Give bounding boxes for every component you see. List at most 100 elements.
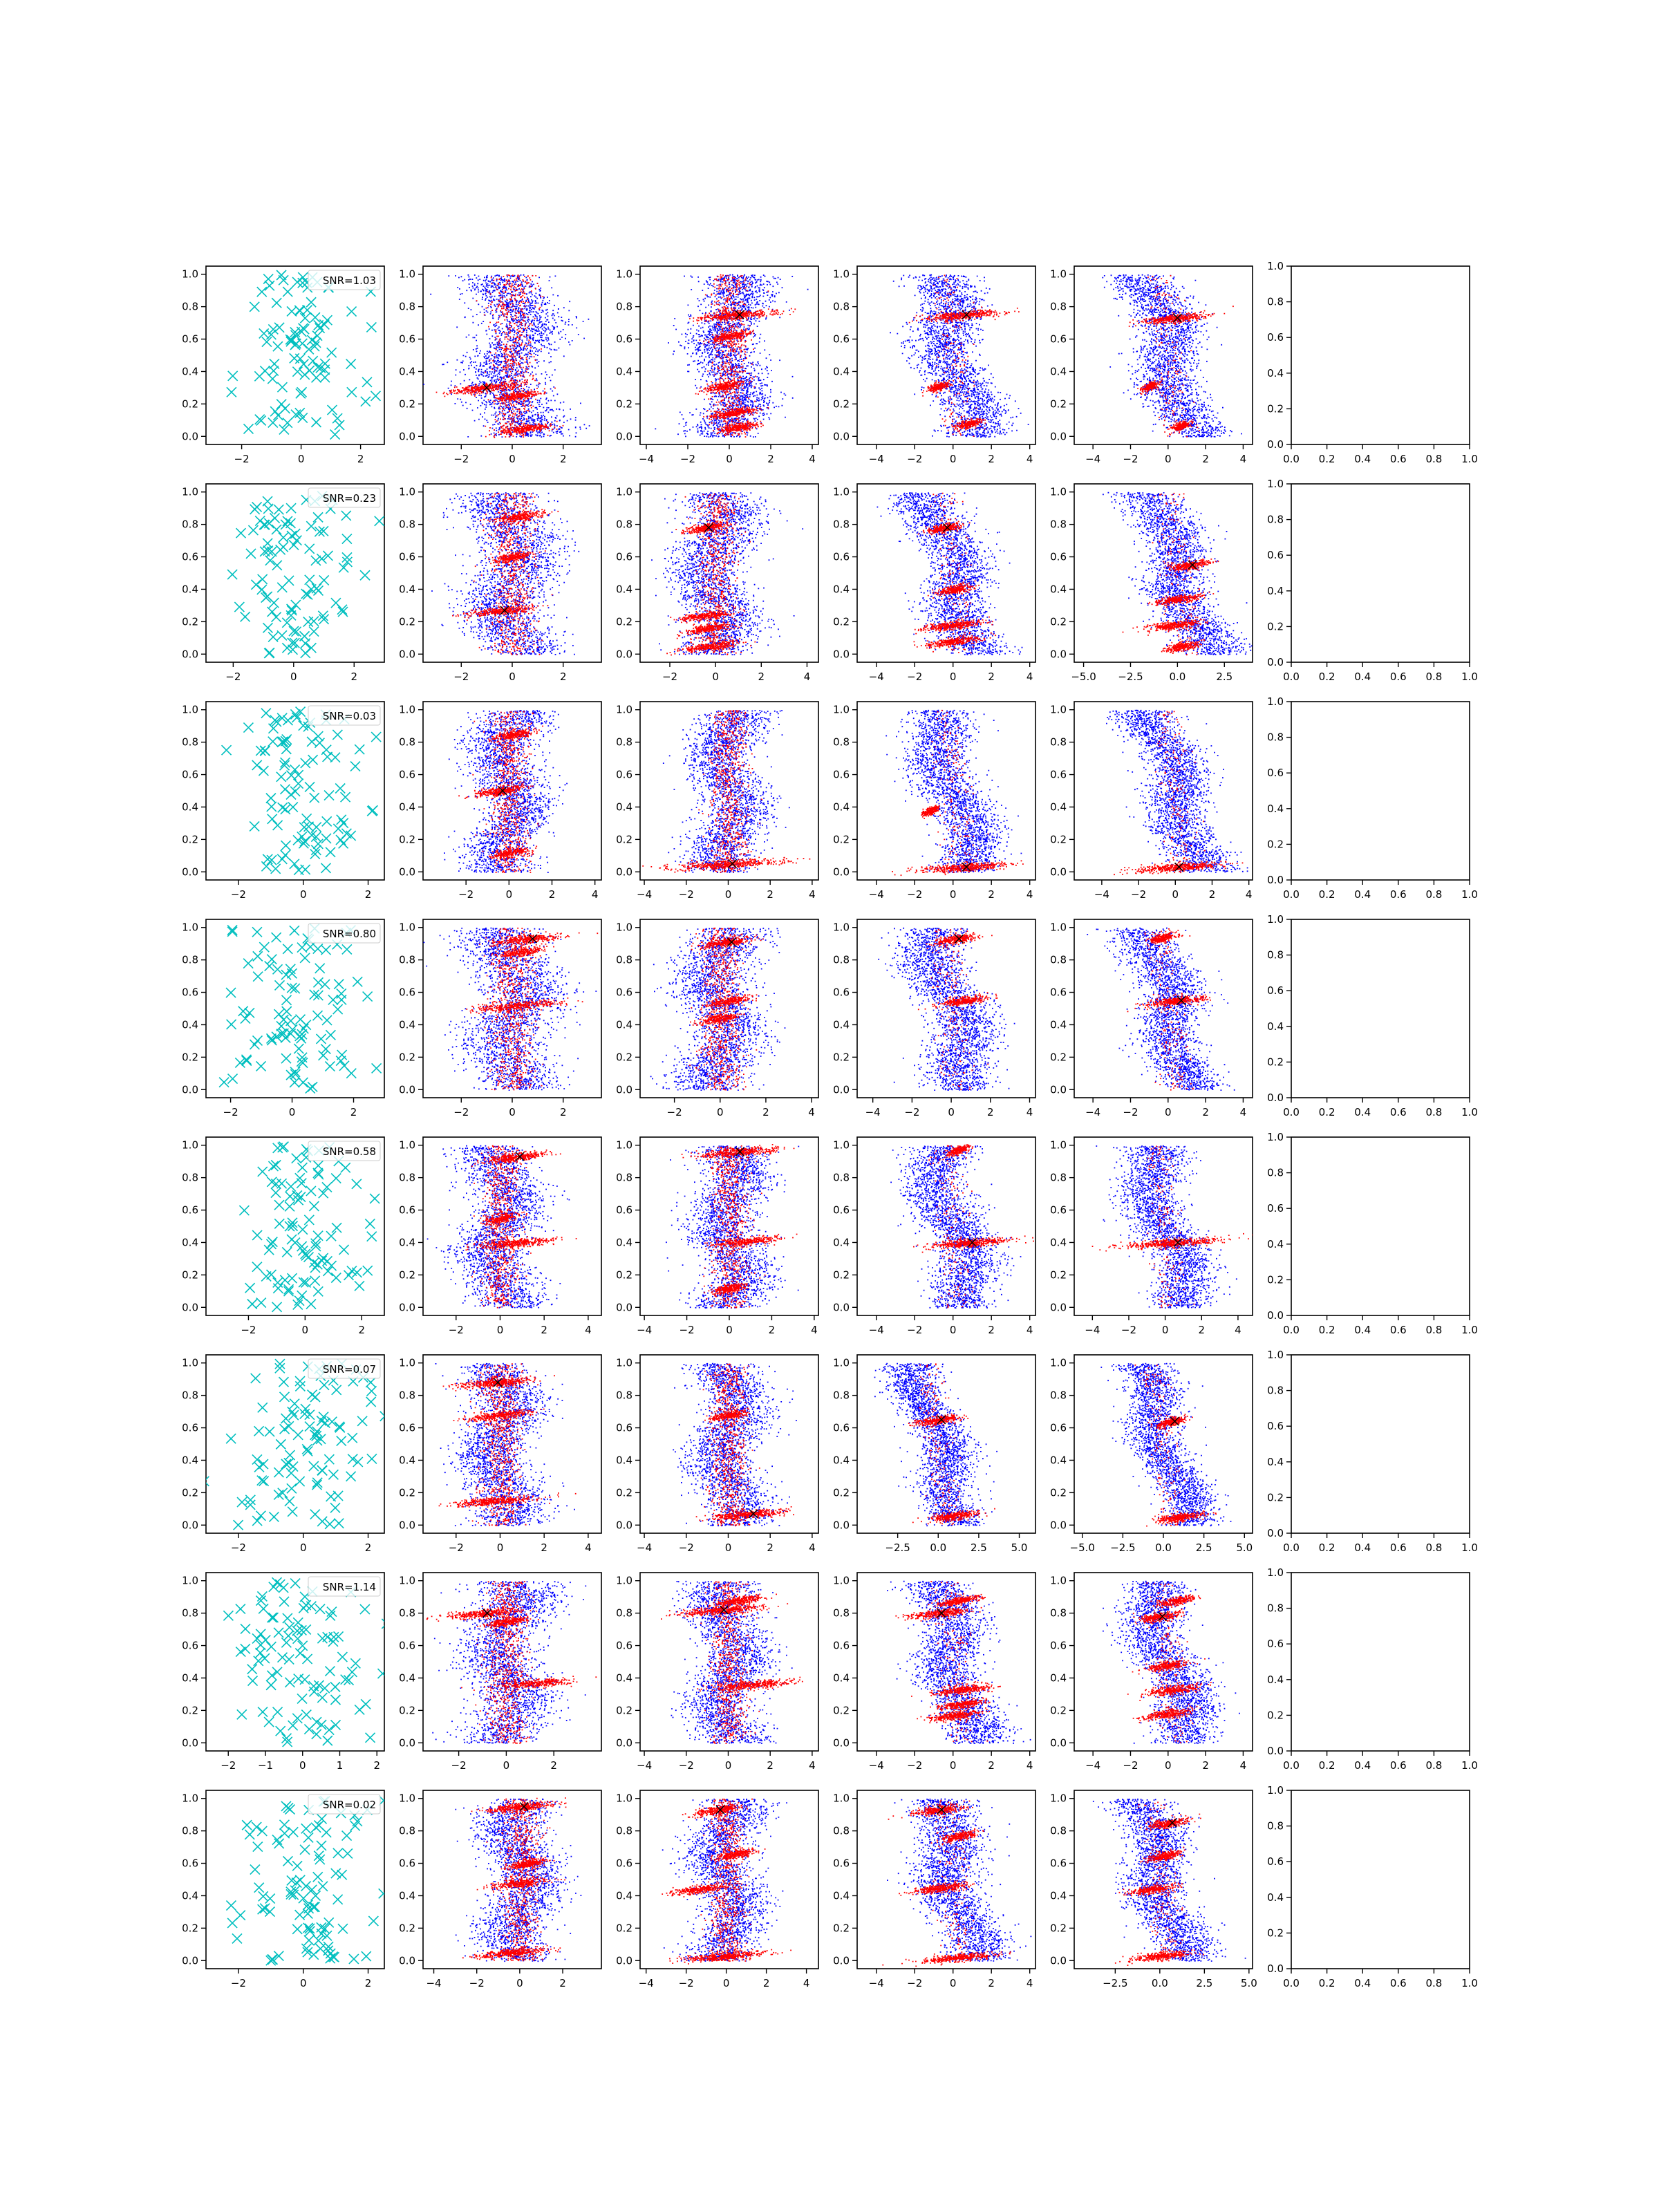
inducing-point xyxy=(252,1035,263,1047)
optimum-marker xyxy=(719,1605,729,1615)
y-tick-label: 1.0 xyxy=(616,921,632,934)
x-tick-label: 0 xyxy=(950,888,957,901)
inducing-point xyxy=(310,845,321,856)
inducing-point xyxy=(257,1166,268,1177)
inducing-point xyxy=(221,744,232,756)
y-tick-label: 0.6 xyxy=(182,1640,198,1652)
inducing-point xyxy=(266,1035,277,1046)
x-tick-label: −2 xyxy=(225,671,241,683)
optimum-marker xyxy=(954,934,964,944)
posterior-points xyxy=(438,1363,577,1526)
inducing-point xyxy=(276,270,287,281)
x-tick-label: 0 xyxy=(497,1324,504,1336)
inducing-point xyxy=(226,1019,237,1030)
inducing-point xyxy=(218,1077,229,1088)
panel-samples-1: −2 0 2 0.0 0.2 0.4 0.6 0.8 1.0 xyxy=(399,1572,602,1772)
inducing-point xyxy=(312,1230,324,1241)
inducing-point xyxy=(318,1050,329,1061)
y-tick-label: 0.4 xyxy=(833,1018,850,1031)
inducing-point xyxy=(245,1282,256,1293)
inducing-point xyxy=(341,1830,353,1841)
scatter-points xyxy=(655,274,809,438)
inducing-point xyxy=(299,630,310,641)
inducing-point xyxy=(301,1943,312,1954)
x-tick-label: −2 xyxy=(221,1759,236,1772)
inducing-point xyxy=(371,1062,382,1074)
inducing-point xyxy=(419,554,429,563)
posterior-points xyxy=(917,928,998,1091)
legend-box xyxy=(308,270,381,290)
inducing-point xyxy=(276,399,287,410)
y-tick-label: 0.8 xyxy=(1050,301,1067,313)
inducing-point xyxy=(316,1719,327,1730)
inducing-point xyxy=(267,814,278,825)
axes-frame xyxy=(205,701,385,881)
y-tick-label: 1.0 xyxy=(182,704,198,716)
x-tick-label: 0.0 xyxy=(1283,453,1300,465)
inducing-point xyxy=(304,1421,315,1432)
y-tick-label: 0.2 xyxy=(1050,1486,1067,1499)
inducing-point xyxy=(266,954,277,965)
scatter-points xyxy=(427,1145,577,1309)
x-tick-label: −2 xyxy=(679,1759,694,1772)
inducing-point xyxy=(247,1676,259,1687)
x-tick-label: 4 xyxy=(1027,671,1033,683)
inducing-point xyxy=(374,516,384,527)
x-tick-label: 2 xyxy=(988,1759,995,1772)
optimum-marker xyxy=(482,383,491,393)
inducing-point xyxy=(291,1153,302,1164)
inducing-point xyxy=(292,1633,303,1644)
inducing-point xyxy=(272,1143,283,1154)
inducing-point xyxy=(273,1950,284,1962)
x-tick-label: 0.0 xyxy=(1169,671,1185,683)
optimum-marker xyxy=(727,937,736,947)
axes-frame xyxy=(856,483,1036,663)
x-tick-label: 0.2 xyxy=(1319,453,1335,465)
optimum-marker xyxy=(728,859,738,869)
inducing-point xyxy=(340,791,351,803)
inducing-point xyxy=(310,417,322,428)
inducing-point xyxy=(267,1237,278,1248)
inducing-point xyxy=(289,925,300,936)
y-tick-label: 1.0 xyxy=(833,1357,850,1369)
x-tick-label: 4 xyxy=(811,1324,818,1336)
inducing-point xyxy=(292,366,303,377)
inducing-point xyxy=(338,562,349,573)
y-tick-label: 0.4 xyxy=(833,1671,850,1684)
inducing-point xyxy=(365,1377,376,1388)
y-tick-label: 0.6 xyxy=(833,1857,850,1870)
inducing-point xyxy=(286,605,297,616)
inducing-point xyxy=(226,386,237,397)
x-tick-label: 2 xyxy=(357,453,364,465)
inducing-point xyxy=(330,1868,341,1879)
inducing-point xyxy=(277,1142,288,1153)
y-tick-label: 0.0 xyxy=(182,1083,198,1096)
inducing-point xyxy=(293,1674,304,1685)
panel-empty: 0.0 0.2 0.4 0.6 0.8 1.0 0.0 0.2 0.4 0.6 0.8 1.0 xyxy=(1267,1784,1478,1989)
y-tick-label: 1.0 xyxy=(1050,486,1067,498)
scatter-points xyxy=(650,927,786,1091)
y-tick-label: 0.0 xyxy=(833,1301,850,1313)
y-tick-label: 0.2 xyxy=(1267,1709,1284,1721)
axes-frame xyxy=(856,265,1036,445)
x-tick-label: 0.4 xyxy=(1354,1759,1371,1772)
inducing-point xyxy=(313,1935,324,1946)
scatter-points xyxy=(673,1362,797,1527)
inducing-point xyxy=(254,371,265,382)
inducing-point xyxy=(354,1280,365,1291)
optimum-marker xyxy=(937,1609,946,1618)
inducing-point xyxy=(253,1656,264,1667)
inducing-point xyxy=(332,413,343,424)
inducing-point xyxy=(234,601,245,612)
inducing-point xyxy=(281,1006,292,1017)
x-tick-label: 0 xyxy=(300,1977,307,1989)
panel-samples-1: −2 0 2 4 0.0 0.2 0.4 0.6 0.8 1.0 xyxy=(399,1354,602,1554)
inducing-point xyxy=(276,630,288,641)
inducing-point xyxy=(357,1416,368,1427)
y-tick-label: 1.0 xyxy=(399,921,415,934)
inducing-point xyxy=(337,1651,348,1662)
panel-empty: 0.0 0.2 0.4 0.6 0.8 1.0 0.0 0.2 0.4 0.6 0.8 1.0 xyxy=(1267,1131,1478,1336)
inducing-point xyxy=(304,543,315,554)
x-tick-label: 2 xyxy=(549,888,556,901)
